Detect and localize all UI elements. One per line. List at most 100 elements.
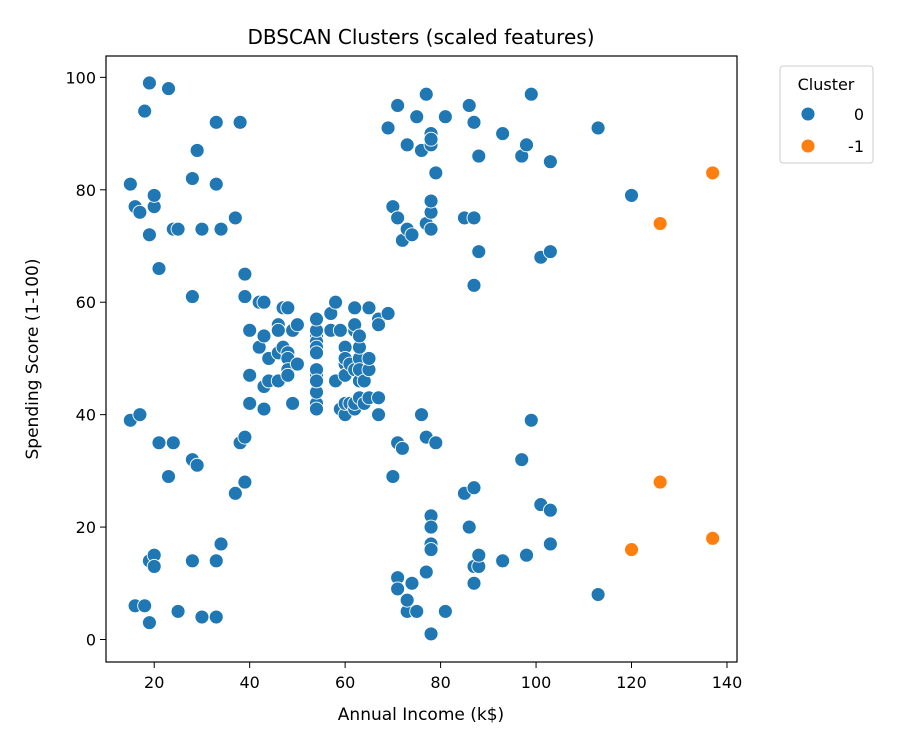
data-point-cluster-0: [184, 171, 200, 186]
data-point-cluster-0: [328, 294, 344, 310]
data-point-cluster-0: [242, 395, 258, 411]
data-point-cluster-0: [285, 395, 301, 411]
data-point-cluster-0: [146, 187, 162, 203]
data-point-cluster-0: [184, 289, 200, 305]
data-point-cluster-0: [371, 407, 386, 423]
data-point-cluster-0: [423, 542, 439, 558]
data-point-cluster-0: [227, 210, 243, 226]
y-axis: 0 20 40 60 80 100: [65, 68, 106, 650]
data-point-cluster--1: [624, 542, 639, 558]
data-point-cluster-0: [137, 103, 153, 119]
data-point-cluster-0: [352, 328, 367, 344]
data-point-cluster-0: [361, 300, 377, 316]
data-point-cluster--1: [705, 530, 721, 546]
data-point-cluster-0: [390, 581, 406, 597]
data-point-cluster-0: [208, 114, 224, 130]
data-point-cluster-0: [280, 367, 296, 383]
data-point-cluster-0: [289, 317, 305, 333]
data-point-cluster-0: [380, 306, 396, 321]
data-point-cluster-0: [523, 412, 539, 428]
points-layer: [122, 75, 721, 642]
data-point-cluster-0: [256, 328, 272, 344]
data-point-cluster-0: [141, 227, 157, 243]
data-point-cluster-0: [237, 289, 253, 305]
data-point-cluster-0: [409, 603, 425, 619]
y-tick-label: 100: [65, 68, 96, 87]
data-point-cluster-0: [270, 322, 286, 338]
data-point-cluster-0: [189, 457, 205, 473]
data-point-cluster-0: [170, 221, 186, 237]
data-point-cluster-0: [428, 435, 444, 451]
data-point-cluster-0: [423, 221, 439, 237]
data-point-cluster-0: [519, 547, 534, 563]
plot-frame: [105, 55, 738, 663]
data-point-cluster-0: [161, 81, 176, 97]
x-tick-label: 40: [239, 673, 259, 692]
data-point-cluster-0: [418, 86, 434, 102]
y-tick-label: 40: [76, 406, 96, 425]
data-point-cluster-0: [237, 474, 253, 490]
data-point-cluster-0: [399, 137, 415, 153]
x-tick-label: 120: [616, 673, 647, 692]
x-tick-label: 60: [335, 673, 355, 692]
data-point-cluster-0: [170, 603, 186, 619]
legend-frame: [779, 65, 874, 164]
data-point-cluster-0: [208, 553, 224, 569]
data-point-cluster-0: [542, 244, 558, 260]
data-point-cluster-0: [213, 221, 229, 237]
data-point-cluster-0: [256, 401, 272, 417]
x-tick-label: 20: [144, 673, 164, 692]
data-point-cluster-0: [184, 553, 200, 569]
data-point-cluster-0: [394, 440, 410, 456]
data-point-cluster-0: [399, 592, 415, 608]
data-point-cluster-0: [390, 210, 406, 226]
chart-title: DBSCAN Clusters (scaled features): [247, 25, 594, 49]
x-axis: 20 40 60 80 100 120 140: [144, 662, 742, 692]
data-point-cluster-0: [466, 277, 482, 293]
data-point-cluster-0: [332, 322, 348, 338]
data-point-cluster-0: [208, 176, 224, 192]
legend: Cluster 0 -1: [779, 65, 874, 164]
data-point-cluster-0: [361, 350, 377, 366]
data-point-cluster-0: [437, 109, 453, 125]
data-point-cluster-0: [289, 356, 305, 372]
data-point-cluster-0: [542, 154, 558, 170]
data-point-cluster-0: [256, 294, 272, 310]
data-point-cluster-0: [165, 435, 181, 451]
data-point-cluster-0: [409, 109, 425, 125]
data-point-cluster-0: [471, 148, 487, 164]
legend-marker: [800, 138, 816, 154]
data-point-cluster-0: [213, 536, 229, 552]
data-point-cluster-0: [495, 553, 511, 569]
legend-title: Cluster: [798, 75, 855, 94]
data-point-cluster-0: [542, 502, 558, 518]
legend-entry-label: 0: [854, 105, 864, 124]
data-point-cluster-0: [242, 367, 258, 383]
data-point-cluster--1: [652, 216, 668, 231]
data-point-cluster-0: [466, 210, 482, 226]
data-point-cluster-0: [132, 204, 148, 220]
data-point-cluster-0: [122, 176, 138, 192]
data-point-cluster-0: [624, 187, 639, 203]
data-point-cluster-0: [309, 373, 324, 389]
data-point-cluster-0: [371, 390, 386, 406]
data-point-cluster-0: [418, 564, 434, 580]
data-point-cluster-0: [471, 547, 487, 563]
data-point-cluster-0: [461, 98, 477, 113]
data-point-cluster-0: [137, 598, 153, 614]
data-point-cluster-0: [519, 137, 534, 153]
data-point-cluster-0: [161, 469, 176, 484]
data-point-cluster-0: [404, 227, 420, 243]
data-point-cluster-0: [423, 193, 439, 209]
data-point-cluster-0: [590, 587, 606, 602]
legend-marker: [800, 106, 816, 122]
data-point-cluster-0: [423, 626, 439, 642]
y-axis-label: Spending Score (1-100): [23, 259, 43, 460]
x-tick-label: 140: [712, 673, 743, 692]
data-point-cluster-0: [523, 86, 539, 102]
x-tick-label: 100: [521, 673, 552, 692]
y-tick-label: 60: [76, 293, 96, 312]
data-point-cluster-0: [141, 75, 157, 91]
y-tick-label: 20: [76, 518, 96, 537]
data-point-cluster--1: [705, 165, 721, 181]
